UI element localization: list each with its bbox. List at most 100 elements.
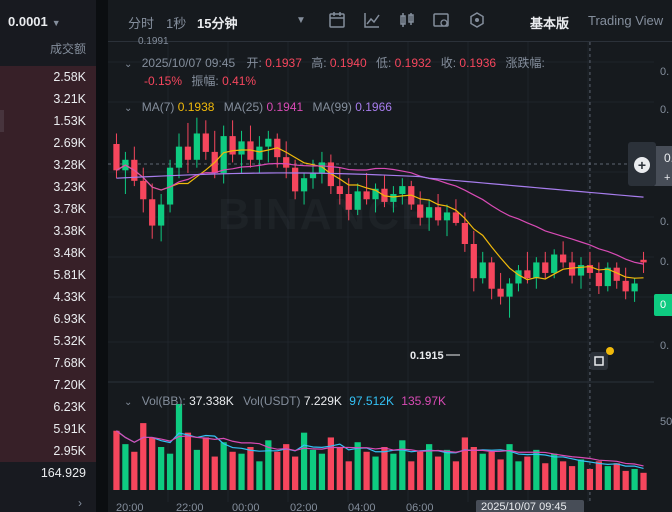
volume-bar [488,451,495,490]
candle-body [586,265,594,273]
crosshair-time-tag: 2025/10/07 09:45 [476,500,584,512]
chart-area[interactable]: 分时 1秒 15分钟 ▼ 基本版 Trading View BINANCE ⌄ … [108,0,672,512]
basic-view-tab[interactable]: 基本版 [530,16,570,31]
volume-bar [399,440,406,490]
precision-select[interactable]: 0.0001 ▼ [8,14,61,29]
crosshair-price: 0. [664,151,672,165]
vol-ma-line-2 [116,430,644,467]
depth-bar [0,66,96,88]
candle-body [595,272,602,287]
change-label: 涨跌幅: [505,56,545,70]
volume-bar [238,453,245,490]
orderbook-row[interactable]: 3.48K [0,242,96,264]
orderbook-row[interactable]: 3.38K [0,220,96,242]
orderbook-row[interactable]: 6.93K [0,308,96,330]
volume-bar [265,440,272,490]
y-tick: 0. [660,104,670,116]
candle-body [560,254,567,263]
candle-body [426,207,433,218]
ma7-line [116,147,644,281]
orderbook-row[interactable]: 2.69K [0,132,96,154]
interval-1s[interactable]: 1秒 [166,16,187,31]
depth-bar [0,374,96,396]
orderbook-row[interactable]: 2.58K [0,66,96,88]
indicator-icon[interactable] [363,11,381,29]
orderbook-row[interactable]: 164.929 [0,462,96,484]
vol-usdt-label: Vol(USDT) [243,394,301,408]
orderbook-row[interactable]: 5.32K [0,330,96,352]
volume-bar [506,444,513,490]
vol-ma1-value: 97.512K [349,394,394,408]
interval-dropdown-icon[interactable]: ▼ [296,15,306,26]
candle-body [452,212,460,223]
change-value: -0.15% [144,74,183,88]
ma7-value: 0.1938 [177,100,215,114]
ohlc-line: ⌄ 2025/10/07 09:45 开: 0.1937 高: 0.1940 低… [124,54,545,71]
hexagon-icon[interactable] [468,11,486,29]
volume-bar [175,404,183,490]
orderbook-amount: 2.95K [53,444,86,458]
collapse-icon[interactable]: ⌄ [124,59,133,70]
orderbook-row[interactable]: 3.23K [0,176,96,198]
ohlc-line-2: -0.15% 振幅: 0.41% [144,72,256,89]
ma99-line [116,172,644,198]
crosshair-plus[interactable]: + [664,172,671,184]
open-label: 开: [246,56,262,70]
settings-chart-icon[interactable] [432,11,450,29]
candlestick-chart[interactable] [108,42,672,512]
vol-ma-line [116,430,644,469]
widget-icon[interactable] [588,346,616,374]
depth-bar [0,396,96,418]
orderbook-row[interactable]: 3.78K [0,198,96,220]
candle-body [640,259,647,263]
volume-bar [595,461,602,490]
collapse-vol-icon[interactable]: ⌄ [124,397,133,408]
orderbook-row[interactable]: 3.28K [0,154,96,176]
volume-bar [211,456,218,490]
add-alert-button[interactable]: + [628,142,656,186]
volume-bar [131,451,138,490]
orderbook-row[interactable]: 4.33K [0,286,96,308]
candle-body [283,157,290,168]
orderbook-amount: 164.929 [40,466,86,480]
depth-bar [0,440,96,462]
orderbook-row[interactable]: 2.95K [0,440,96,462]
orderbook-row[interactable]: 1.53K [0,110,96,132]
volume-bar [551,453,558,490]
candle-body [390,194,397,202]
depth-bar [0,198,96,220]
volume-bar [524,456,531,490]
interval-line[interactable]: 分时 [128,16,155,31]
volume-bar [586,468,594,490]
tradingview-tab[interactable]: Trading View [588,13,664,28]
depth-bar [0,242,96,264]
orderbook-row[interactable]: 3.21K [0,88,96,110]
x-tick: 04:00 [348,502,376,512]
candle-body [292,167,299,192]
amp-label: 振幅: [191,74,219,88]
volume-bar [274,451,281,490]
candle-type-icon[interactable] [398,11,416,29]
calendar-icon[interactable] [328,11,346,29]
panel-divider [96,0,108,512]
watermark: BINANCE [218,190,433,239]
orderbook-row[interactable]: 7.68K [0,352,96,374]
vol-line: ⌄ Vol(BB): 37.338K Vol(USDT) 7.229K 97.5… [124,394,446,408]
chevron-right-icon[interactable]: › [78,496,82,510]
y-tick: 0. [660,66,670,78]
candle-body [265,138,272,147]
vol-tick: 50 [660,416,672,428]
orderbook-amount: 7.20K [53,378,86,392]
orderbook-row[interactable]: 7.20K [0,374,96,396]
orderbook-row[interactable]: 5.81K [0,264,96,286]
orderbook-amount: 3.48K [53,246,86,260]
interval-15m[interactable]: 15分钟 [197,16,238,31]
orderbook-row[interactable]: 6.23K [0,396,96,418]
plus-icon: + [634,157,650,173]
candle-body [309,172,317,179]
orderbook-row[interactable]: 5.91K [0,418,96,440]
last-price-tag: 0 [654,294,672,316]
volume-bar [622,470,629,490]
candle-body [336,186,343,194]
collapse-ma-icon[interactable]: ⌄ [124,103,133,114]
